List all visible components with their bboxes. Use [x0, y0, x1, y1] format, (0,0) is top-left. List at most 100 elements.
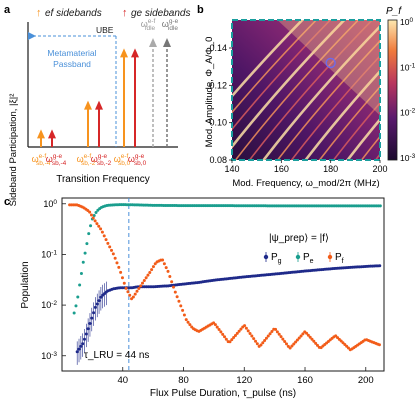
data-point: [99, 227, 103, 231]
data-point: [305, 331, 309, 335]
panel-a-legend: ↑ ef sidebands ↑ ge sidebands: [36, 7, 191, 19]
data-point: [87, 232, 91, 236]
data-point: [97, 299, 101, 303]
b-ytick-label: 0.14: [209, 43, 227, 53]
sideband-arrowhead-icon: [120, 48, 128, 58]
data-point: [91, 216, 95, 220]
data-point: [228, 340, 232, 344]
data-point: [120, 276, 124, 280]
panel-b-ticks: 140 160 180 200 0.08 0.10 0.12 0.14: [209, 43, 387, 174]
data-point: [171, 285, 175, 289]
c-ytick-label: 100: [43, 199, 57, 209]
b-ytick-label: 0.12: [209, 80, 227, 90]
c-ytick-label: 10-2: [41, 300, 57, 310]
idle-arrows: [149, 38, 171, 147]
data-point: [299, 334, 303, 338]
data-point: [310, 337, 314, 341]
heatmap-stripe: [276, 39, 380, 160]
data-point: [168, 274, 172, 278]
data-point: [115, 261, 119, 265]
data-point: [93, 219, 97, 223]
data-point: [179, 304, 183, 308]
data-point: [314, 341, 318, 345]
data-point: [266, 334, 270, 338]
data-point: [292, 342, 296, 346]
panel-label-b: b: [197, 4, 204, 16]
data-point: [95, 222, 99, 226]
colorbar-tick-label: 10-1: [400, 62, 415, 72]
data-point: [315, 343, 319, 347]
freq-label-3: ωg-e sb,-2: [91, 153, 112, 167]
sideband-arrowhead-icon: [131, 48, 139, 58]
idle-ef-arrowhead-icon: [149, 38, 157, 47]
data-point: [88, 321, 92, 325]
data-point: [124, 286, 128, 290]
freq-label-2: ωe-f sb,-2: [77, 153, 96, 167]
panel-b-xlabel: Mod. Frequency, ω_mod/2π (MHz): [232, 178, 379, 189]
c-xtick-label: 80: [178, 375, 189, 386]
ube-label: UBE: [96, 25, 114, 35]
ge-legend-arrow-icon: ↑: [122, 7, 128, 19]
data-point: [142, 278, 146, 282]
panel-c: c 40 80 120 160 200 100 10-1 10-2 10-3 τ_LRU = 4…: [4, 196, 385, 399]
data-point: [250, 334, 254, 338]
colorbar-ticks: 100 10-1 10-2 10-3: [400, 17, 415, 163]
data-point: [264, 336, 268, 340]
data-point: [86, 327, 90, 331]
data-point: [90, 316, 94, 320]
data-point: [113, 256, 117, 260]
heatmap-border: [231, 19, 381, 161]
b-xtick-label: 200: [372, 164, 387, 174]
data-point: [230, 338, 234, 342]
legend-label-g: Pg: [271, 252, 282, 265]
data-point: [184, 318, 188, 322]
b-xtick-label: 180: [323, 164, 338, 174]
data-point: [93, 305, 97, 309]
colorbar-title: P_f: [386, 6, 402, 17]
panel-a-ylabel: Sideband Participation, |ξ|²: [8, 94, 19, 207]
heatmap-stripe: [318, 85, 380, 160]
series-p-f: [68, 203, 381, 352]
data-point: [182, 313, 186, 317]
data-point: [378, 264, 382, 268]
legend-ef-text: ef sidebands: [45, 8, 102, 19]
data-point: [106, 241, 110, 245]
data-point: [97, 224, 101, 228]
data-point: [239, 327, 243, 331]
colorbar-tick-label: 100: [400, 17, 413, 27]
sideband-arrowhead-icon: [37, 129, 45, 139]
sideband-arrowhead-icon: [84, 100, 92, 110]
data-point: [263, 338, 267, 342]
data-point: [84, 332, 88, 336]
data-point: [104, 238, 108, 242]
data-point: [186, 320, 190, 324]
idle-ef-label: ωe-f idle: [141, 18, 156, 32]
data-point: [79, 271, 83, 275]
heatmap-stripe: [232, 20, 318, 114]
panel-label-a: a: [4, 4, 11, 16]
data-point: [135, 289, 139, 293]
heatmap-stripe: [360, 135, 380, 160]
data-point: [146, 273, 150, 277]
data-point: [232, 336, 236, 340]
c-xtick-label: 120: [236, 375, 252, 386]
panel-c-legend: Pg Pe Pf: [263, 252, 344, 265]
data-point: [161, 258, 165, 262]
panel-c-frame: [61, 197, 385, 372]
colorbar-tick-label: 10-3: [400, 153, 415, 163]
legend-label-f: Pf: [335, 252, 344, 265]
b-ytick-label: 0.08: [209, 155, 227, 165]
data-point: [212, 321, 216, 325]
data-point: [83, 251, 87, 255]
data-point: [283, 339, 287, 343]
idle-labels: ωe-f idle ωg-e idle: [141, 18, 179, 32]
data-point: [150, 268, 154, 272]
data-point: [270, 330, 274, 334]
sideband-arrowhead-icon: [48, 129, 56, 139]
data-point: [173, 290, 177, 294]
data-point: [177, 299, 181, 303]
c-xtick-label: 200: [358, 375, 374, 386]
data-point: [79, 344, 83, 348]
data-point: [89, 224, 93, 228]
